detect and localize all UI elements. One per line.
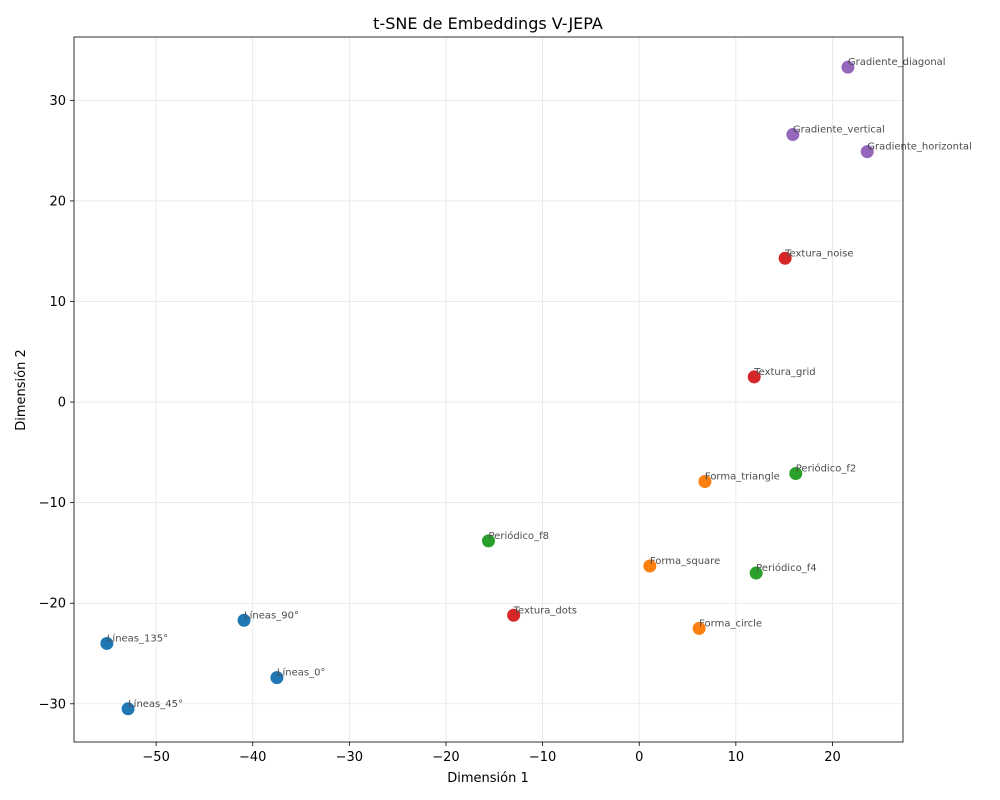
data-point — [789, 466, 803, 480]
data-point — [121, 702, 135, 716]
data-points — [100, 60, 874, 716]
x-tick-label: −30 — [336, 750, 363, 765]
y-tick-label: 20 — [49, 194, 66, 209]
data-point-label: Textura_dots — [513, 605, 577, 616]
x-tick-label: −10 — [529, 750, 556, 765]
data-point — [643, 559, 657, 573]
data-point — [692, 621, 706, 635]
chart-title: t-SNE de Embeddings V-JEPA — [373, 14, 603, 33]
data-point-label: Textura_grid — [753, 367, 815, 378]
data-point — [698, 475, 712, 489]
data-point-label: Líneas_135° — [107, 632, 168, 644]
data-point — [841, 60, 855, 74]
y-tick-label: 30 — [49, 94, 66, 109]
x-axis: −50 −40 −30 −20 −10 0 10 20 — [142, 742, 841, 765]
data-point-label: Gradiente_diagonal — [848, 57, 946, 68]
data-point-label: Líneas_90° — [244, 609, 299, 621]
data-point — [786, 128, 800, 142]
y-axis: −30 −20 −10 0 10 20 30 — [39, 94, 74, 712]
y-tick-label: −30 — [39, 697, 66, 712]
plot-area-frame — [73, 36, 904, 743]
data-point-label: Líneas_0° — [277, 667, 326, 679]
y-tick-label: −20 — [39, 597, 66, 612]
y-tick-label: −10 — [39, 496, 66, 511]
data-point-label: Periódico_f2 — [796, 462, 856, 474]
data-point — [747, 370, 761, 384]
data-point — [237, 613, 251, 627]
x-tick-label: −50 — [142, 750, 169, 765]
data-point-label: Líneas_45° — [128, 698, 183, 710]
data-point-label: Forma_circle — [699, 618, 762, 629]
data-point — [749, 566, 763, 580]
y-axis-title: Dimensión 2 — [14, 349, 29, 431]
x-axis-title: Dimensión 1 — [447, 771, 529, 786]
y-tick-label: 0 — [58, 396, 66, 411]
data-point-label: Forma_triangle — [705, 472, 780, 483]
data-point — [270, 671, 284, 685]
data-point — [100, 636, 114, 650]
data-point-label: Textura_noise — [784, 248, 853, 259]
x-tick-label: 0 — [635, 750, 643, 765]
data-point-label: Periódico_f8 — [489, 530, 549, 542]
data-point — [860, 145, 874, 159]
grid — [74, 37, 903, 742]
data-point — [778, 251, 792, 265]
y-tick-label: 10 — [49, 295, 66, 310]
x-tick-label: −40 — [239, 750, 266, 765]
data-point-label: Forma_square — [650, 556, 720, 567]
data-point-label: Gradiente_horizontal — [867, 142, 972, 153]
data-point-label: Periódico_f4 — [756, 562, 816, 574]
point-labels: Líneas_0° Líneas_45° Líneas_90° Líneas_135°… — [107, 57, 972, 710]
x-tick-label: −20 — [432, 750, 459, 765]
x-tick-label: 20 — [824, 750, 841, 765]
data-point — [482, 534, 495, 548]
data-point — [507, 608, 521, 622]
data-point-label: Gradiente_vertical — [793, 125, 885, 136]
x-tick-label: 10 — [728, 750, 745, 765]
